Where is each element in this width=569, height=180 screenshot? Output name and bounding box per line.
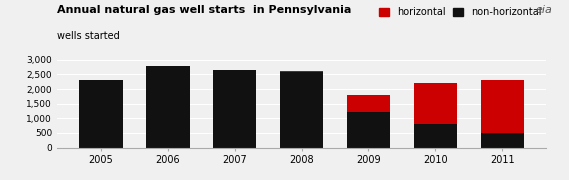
Bar: [347, 112, 390, 148]
Text: wells started: wells started: [57, 31, 119, 41]
Bar: [480, 133, 524, 148]
Bar: [347, 95, 390, 112]
Bar: [213, 70, 257, 148]
Text: Annual natural gas well starts  in Pennsylvania: Annual natural gas well starts in Pennsy…: [57, 5, 351, 15]
Bar: [280, 71, 323, 72]
Bar: [146, 66, 189, 148]
Bar: [280, 72, 323, 148]
Text: eia: eia: [535, 5, 552, 15]
Legend: horizontal, non-horizontal: horizontal, non-horizontal: [380, 7, 541, 17]
Bar: [79, 80, 123, 148]
Bar: [414, 124, 457, 148]
Bar: [480, 80, 524, 133]
Bar: [414, 83, 457, 124]
